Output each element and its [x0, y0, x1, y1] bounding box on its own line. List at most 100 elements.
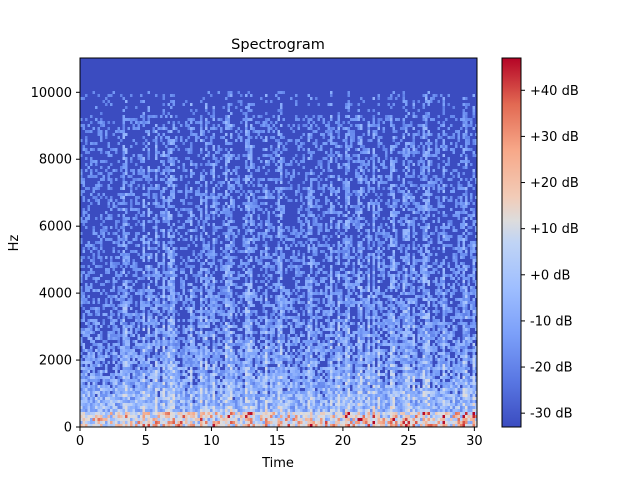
spectrogram-cell [110, 334, 113, 337]
spectrogram-cell [230, 391, 233, 394]
spectrogram-cell [142, 400, 145, 403]
spectrogram-cell [262, 316, 265, 319]
spectrogram-cell [475, 412, 477, 415]
spectrogram-cell [252, 349, 255, 352]
spectrogram-cell [125, 355, 128, 358]
spectrogram-cell [172, 325, 175, 328]
spectrogram-cell [407, 412, 410, 415]
spectrogram-cell [450, 412, 453, 415]
spectrogram-cell [245, 361, 248, 364]
spectrogram-cell [152, 424, 155, 427]
spectrogram-cell [95, 349, 98, 352]
spectrogram-cell [372, 406, 375, 409]
spectrogram-cell [115, 370, 118, 373]
spectrogram-cell [300, 346, 303, 349]
spectrogram-cell [202, 406, 205, 409]
spectrogram-cell [80, 364, 83, 367]
spectrogram-cell [455, 343, 458, 346]
spectrogram-cell [377, 361, 380, 364]
spectrogram-cell [92, 394, 95, 397]
spectrogram-cell [192, 394, 195, 397]
spectrogram-cell [172, 349, 175, 352]
spectrogram-cell [335, 418, 338, 421]
spectrogram-cell [230, 361, 233, 364]
spectrogram-cell [342, 361, 345, 364]
spectrogram-cell [300, 421, 303, 424]
spectrogram-cell [157, 376, 160, 379]
spectrogram-cell [192, 319, 195, 322]
spectrogram-cell [305, 418, 308, 421]
spectrogram-cell [357, 337, 360, 340]
spectrogram-cell [187, 379, 190, 382]
spectrogram-cell [117, 334, 120, 337]
spectrogram-cell [345, 346, 348, 349]
spectrogram-cell [140, 391, 143, 394]
spectrogram-cell [87, 415, 90, 418]
spectrogram-cell [435, 403, 438, 406]
spectrogram-cell [247, 313, 250, 316]
spectrogram-cell [137, 406, 140, 409]
spectrogram-cell [100, 325, 103, 328]
spectrogram-cell [140, 415, 143, 418]
spectrogram-cell [97, 322, 100, 325]
spectrogram-cell [200, 394, 203, 397]
spectrogram-cell [310, 364, 313, 367]
spectrogram-cell [292, 403, 295, 406]
spectrogram-cell [370, 409, 373, 412]
spectrogram-cell [277, 349, 280, 352]
spectrogram-cell [445, 400, 448, 403]
spectrogram-cell [147, 388, 150, 391]
spectrogram-cell [312, 349, 315, 352]
spectrogram-cell [475, 361, 477, 364]
spectrogram-cell [392, 328, 395, 331]
spectrogram-cell [365, 370, 368, 373]
spectrogram-cell [205, 388, 208, 391]
spectrogram-cell [455, 367, 458, 370]
spectrogram-cell [307, 358, 310, 361]
spectrogram-cell [267, 412, 270, 415]
spectrogram-cell [362, 340, 365, 343]
spectrogram-cell [340, 319, 343, 322]
spectrogram-cell [282, 385, 285, 388]
spectrogram-cell [177, 352, 180, 355]
spectrogram-cell [262, 331, 265, 334]
spectrogram-cell [290, 331, 293, 334]
spectrogram-cell [377, 424, 380, 427]
spectrogram-cell [345, 313, 348, 316]
spectrogram-cell [345, 325, 348, 328]
spectrogram-cell [467, 385, 470, 388]
spectrogram-cell [432, 388, 435, 391]
spectrogram-cell [340, 415, 343, 418]
spectrogram-cell [250, 340, 253, 343]
spectrogram-cell [282, 367, 285, 370]
spectrogram-cell [370, 424, 373, 427]
spectrogram-cell [255, 397, 258, 400]
spectrogram-cell [80, 361, 83, 364]
spectrogram-cell [167, 382, 170, 385]
spectrogram-cell [457, 358, 460, 361]
spectrogram-cell [380, 367, 383, 370]
spectrogram-cell [360, 403, 363, 406]
spectrogram-cell [462, 382, 465, 385]
spectrogram-cell [355, 379, 358, 382]
spectrogram-cell [167, 328, 170, 331]
spectrogram-cell [215, 367, 218, 370]
spectrogram-cell [250, 346, 253, 349]
spectrogram-cell [130, 349, 133, 352]
spectrogram-cell [182, 349, 185, 352]
spectrogram-cell [385, 397, 388, 400]
spectrogram-cell [200, 370, 203, 373]
spectrogram-cell [330, 418, 333, 421]
spectrogram-cell [175, 394, 178, 397]
spectrogram-cell [280, 415, 283, 418]
spectrogram-cell [422, 337, 425, 340]
spectrogram-cell [182, 415, 185, 418]
spectrogram-cell [280, 406, 283, 409]
spectrogram-cell [187, 370, 190, 373]
spectrogram-cell [375, 409, 378, 412]
spectrogram-cell [197, 358, 200, 361]
spectrogram-cell [182, 409, 185, 412]
spectrogram-cell [147, 328, 150, 331]
spectrogram-cell [82, 412, 85, 415]
spectrogram-cell [435, 355, 438, 358]
